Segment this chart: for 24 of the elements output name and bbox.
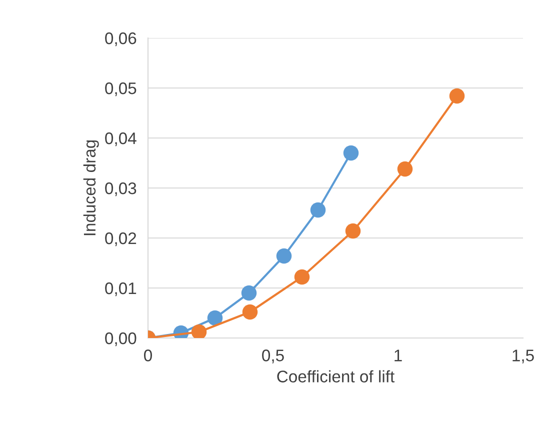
y-tick-label: 0,03 <box>105 182 136 196</box>
x-tick-label: 0,5 <box>262 350 284 364</box>
y-tick-label: 0,05 <box>105 82 136 96</box>
y-tick-label: 0,06 <box>105 32 136 46</box>
y-tick-label: 0,00 <box>105 332 136 346</box>
y-tick-label: 0,01 <box>105 282 136 296</box>
point <box>207 310 223 326</box>
point <box>310 202 326 218</box>
point <box>242 304 258 320</box>
point <box>449 88 465 104</box>
x-tick-label: 1,5 <box>512 350 534 364</box>
x-axis-title: Coefficient of lift <box>277 370 395 382</box>
x-tick-label: 0 <box>144 350 152 362</box>
y-axis-title: Induced drag <box>83 140 99 236</box>
point <box>294 269 310 285</box>
point <box>397 161 413 177</box>
point <box>241 285 257 301</box>
point <box>276 248 292 264</box>
y-tick-label: 0,02 <box>105 232 136 246</box>
point <box>343 145 359 161</box>
point <box>191 324 207 338</box>
y-tick-label: 0,04 <box>105 132 136 146</box>
x-tick-label: 1 <box>394 350 402 362</box>
point <box>345 223 361 239</box>
